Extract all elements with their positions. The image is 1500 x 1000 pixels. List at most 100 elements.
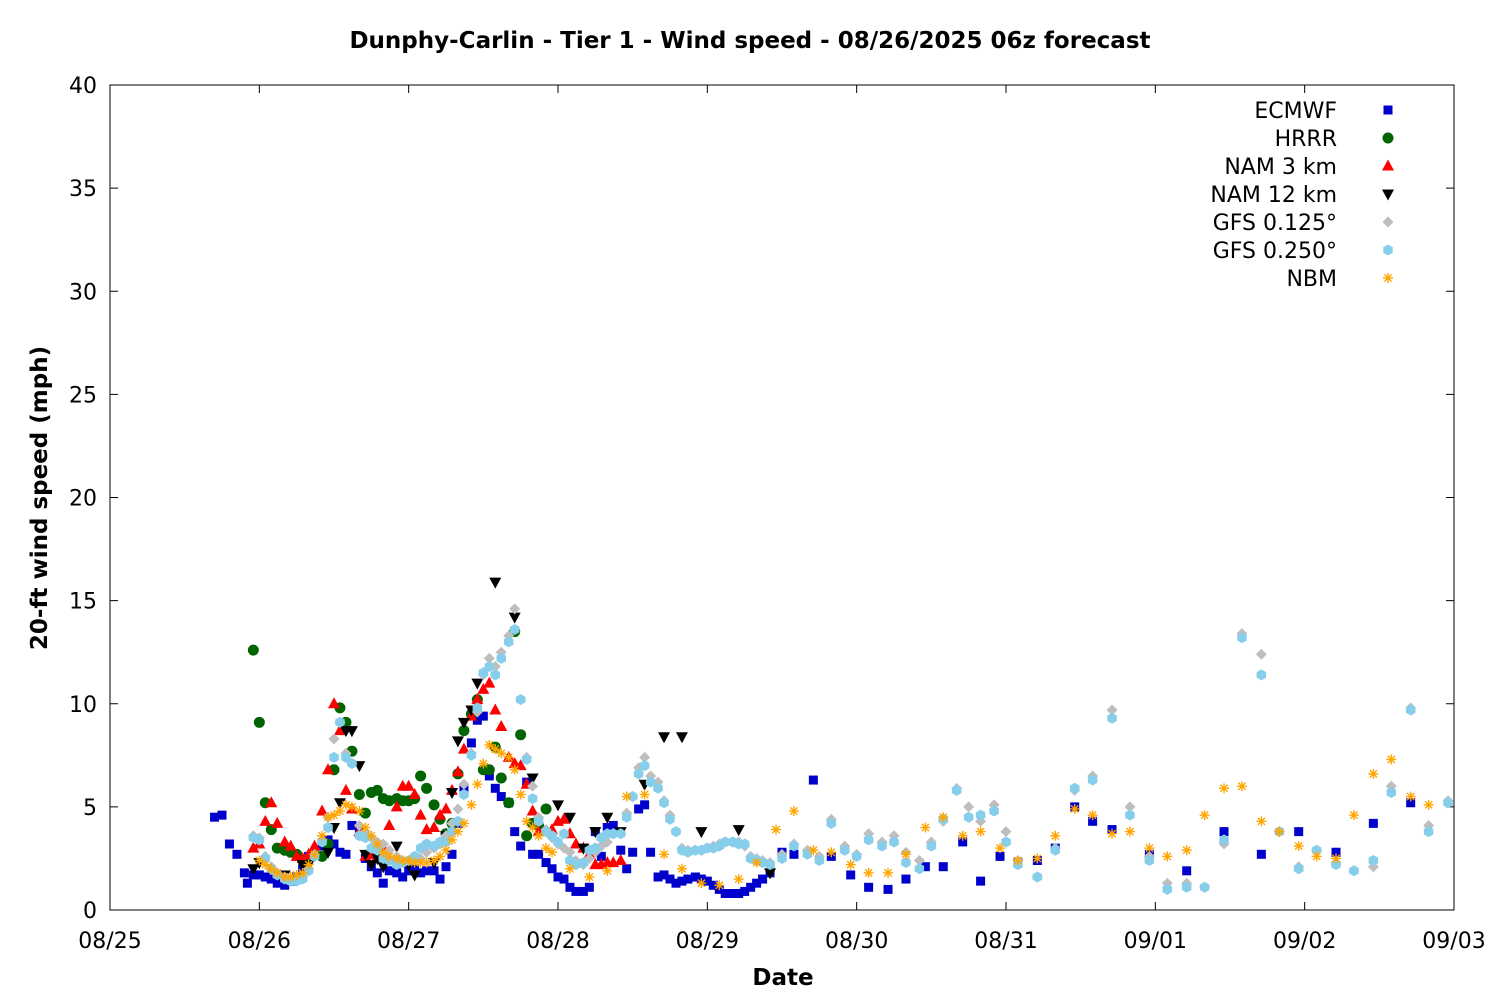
data-point [428, 799, 440, 811]
data-point [1181, 845, 1192, 856]
data-point [1368, 768, 1379, 779]
data-point [309, 849, 320, 860]
data-point [578, 886, 588, 896]
data-point [1293, 863, 1304, 875]
data-point [346, 801, 357, 812]
data-point [596, 851, 606, 861]
data-point [503, 636, 514, 648]
data-point [466, 738, 476, 748]
data-point [478, 667, 489, 679]
data-point [553, 872, 563, 882]
data-point [359, 849, 372, 861]
data-point [421, 857, 432, 868]
data-point [752, 878, 762, 888]
data-point [334, 806, 345, 816]
data-point [765, 859, 775, 871]
data-point [963, 811, 974, 823]
data-point [1331, 859, 1341, 871]
data-point [601, 812, 614, 824]
data-point [645, 776, 656, 788]
data-point [746, 882, 756, 892]
data-point [242, 878, 252, 888]
data-point [764, 868, 777, 880]
data-point [1199, 810, 1210, 821]
data-point [989, 805, 999, 817]
data-point [371, 784, 383, 796]
legend-marker [1382, 216, 1394, 228]
data-point [639, 751, 651, 763]
data-point [297, 867, 308, 878]
data-point [452, 826, 463, 837]
data-point [489, 703, 502, 715]
data-point [254, 855, 265, 866]
data-point [458, 725, 470, 737]
data-point [975, 809, 986, 821]
data-point [889, 836, 899, 848]
data-point [639, 760, 650, 772]
data-point [1069, 803, 1080, 814]
x-tick-label: 08/27 [377, 929, 440, 954]
data-point [452, 803, 464, 815]
data-point [634, 804, 644, 814]
data-point [472, 715, 482, 725]
data-point [851, 850, 862, 862]
data-point [789, 840, 799, 852]
data-point [926, 840, 937, 852]
data-point [808, 845, 819, 856]
data-point [247, 841, 260, 853]
data-point [392, 868, 402, 878]
data-point [483, 676, 496, 688]
data-point [1386, 754, 1397, 765]
data-point [951, 784, 962, 796]
data-point [1331, 853, 1342, 864]
data-point [372, 868, 382, 878]
data-point [329, 751, 339, 763]
data-point [547, 847, 558, 858]
data-point [528, 849, 538, 859]
data-point [578, 857, 589, 869]
data-point [316, 804, 329, 816]
data-point [421, 782, 433, 794]
legend-label: NBM [1286, 267, 1337, 292]
data-point [383, 818, 396, 830]
data-point [1032, 853, 1043, 864]
data-point [365, 860, 378, 872]
data-point [435, 851, 446, 862]
data-point [957, 830, 968, 841]
data-point [640, 800, 650, 810]
data-point [1349, 865, 1359, 877]
data-point [459, 789, 469, 800]
legend-marker [1382, 189, 1394, 201]
data-point [384, 866, 394, 876]
data-point [472, 779, 483, 790]
data-point [846, 870, 856, 880]
data-point [328, 733, 340, 745]
data-point [963, 801, 975, 813]
data-point [628, 847, 638, 857]
x-tick-label: 08/25 [78, 929, 141, 954]
data-point [732, 825, 745, 837]
data-point [920, 822, 931, 833]
data-point [303, 859, 314, 870]
data-point [490, 669, 501, 681]
data-point [322, 763, 335, 775]
data-point [702, 876, 712, 886]
data-point [616, 845, 626, 855]
data-point [377, 862, 390, 874]
data-point [503, 797, 515, 809]
data-point [496, 792, 506, 802]
data-point [1219, 834, 1229, 846]
data-point [516, 841, 526, 851]
data-point [345, 726, 358, 738]
plot-frame [109, 84, 1455, 911]
data-point [509, 624, 520, 635]
data-point [372, 839, 383, 849]
data-point [415, 770, 427, 782]
data-point [547, 864, 557, 874]
data-point [508, 612, 521, 624]
data-point [883, 884, 893, 894]
y-tick-label: 30 [69, 280, 97, 305]
data-point [696, 878, 707, 889]
data-point [366, 830, 377, 841]
